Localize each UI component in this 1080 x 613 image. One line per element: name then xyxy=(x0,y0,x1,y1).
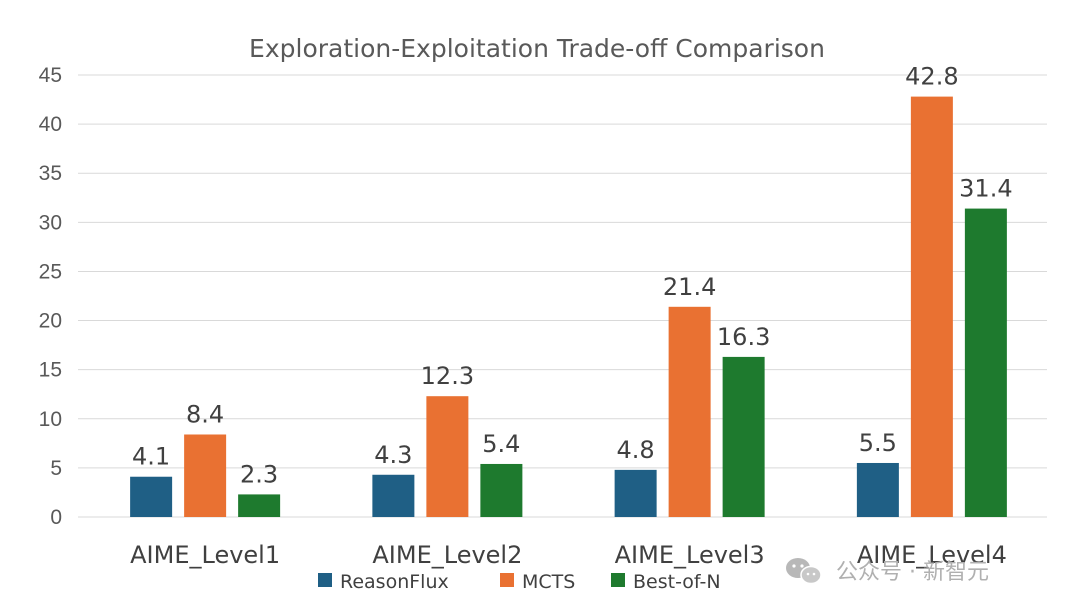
data-label: 21.4 xyxy=(663,273,716,301)
legend-label: ReasonFlux xyxy=(340,571,449,593)
legend-label: Best-of-N xyxy=(633,571,721,593)
y-axis-ticks: 0 5 10 15 20 25 30 35 40 45 xyxy=(39,64,62,529)
y-tick-label: 25 xyxy=(39,260,62,283)
watermark: 公众号 · 新智元 xyxy=(786,558,989,585)
bar-best-of-n-aime-level1 xyxy=(238,494,281,517)
data-label: 4.1 xyxy=(132,443,170,471)
y-tick-label: 35 xyxy=(39,162,62,185)
gridlines xyxy=(78,74,1047,518)
bar-mcts-aime-level1 xyxy=(184,434,227,517)
chart-title: Exploration-Exploitation Trade-off Compa… xyxy=(249,34,825,63)
wechat-icon xyxy=(786,558,822,585)
y-tick-label: 45 xyxy=(39,64,62,87)
y-tick-label: 20 xyxy=(39,310,62,333)
bar-reasonflux-aime-level2 xyxy=(372,474,415,517)
legend-swatch-best-of-n xyxy=(611,573,625,587)
data-label: 16.3 xyxy=(717,323,770,351)
y-tick-label: 30 xyxy=(39,211,62,234)
x-tick-label: AIME_Level3 xyxy=(615,541,765,569)
bar-reasonflux-aime-level4 xyxy=(856,462,899,517)
data-label: 5.5 xyxy=(859,429,897,457)
bar-best-of-n-aime-level2 xyxy=(480,463,523,517)
bar-mcts-aime-level3 xyxy=(668,306,711,517)
y-tick-label: 0 xyxy=(50,506,62,529)
data-label: 42.8 xyxy=(905,63,958,91)
legend-swatch-reasonflux xyxy=(318,573,332,587)
bar-mcts-aime-level2 xyxy=(426,396,469,517)
x-tick-label: AIME_Level1 xyxy=(130,541,280,569)
x-axis-ticks: AIME_Level1 AIME_Level2 AIME_Level3 AIME_Le… xyxy=(130,541,1007,569)
watermark-text: 公众号 · 新智元 xyxy=(836,560,989,585)
data-label: 2.3 xyxy=(240,460,278,488)
y-tick-label: 10 xyxy=(39,408,62,431)
bar-best-of-n-aime-level4 xyxy=(964,208,1007,518)
data-label: 4.8 xyxy=(617,436,655,464)
legend-label: MCTS xyxy=(522,571,575,593)
bar-reasonflux-aime-level1 xyxy=(130,476,173,517)
bar-mcts-aime-level4 xyxy=(910,96,953,517)
legend-swatch-mcts xyxy=(500,573,514,587)
data-label: 31.4 xyxy=(959,175,1012,203)
y-tick-label: 5 xyxy=(50,457,62,480)
bar-best-of-n-aime-level3 xyxy=(722,356,765,517)
y-tick-label: 40 xyxy=(39,113,62,136)
legend: ReasonFlux MCTS Best-of-N xyxy=(318,571,721,593)
x-tick-label: AIME_Level4 xyxy=(857,541,1007,569)
bars xyxy=(130,96,1007,518)
data-label: 12.3 xyxy=(421,362,474,390)
data-label: 8.4 xyxy=(186,400,224,428)
data-labels: 4.1 8.4 2.3 4.3 12.3 5.4 4.8 21.416.3 5.5 42.8 31.… xyxy=(132,63,1013,489)
data-label: 4.3 xyxy=(374,441,412,469)
bar-reasonflux-aime-level3 xyxy=(614,469,657,517)
y-tick-label: 15 xyxy=(39,359,62,382)
x-tick-label: AIME_Level2 xyxy=(372,541,522,569)
data-label: 5.4 xyxy=(482,430,520,458)
